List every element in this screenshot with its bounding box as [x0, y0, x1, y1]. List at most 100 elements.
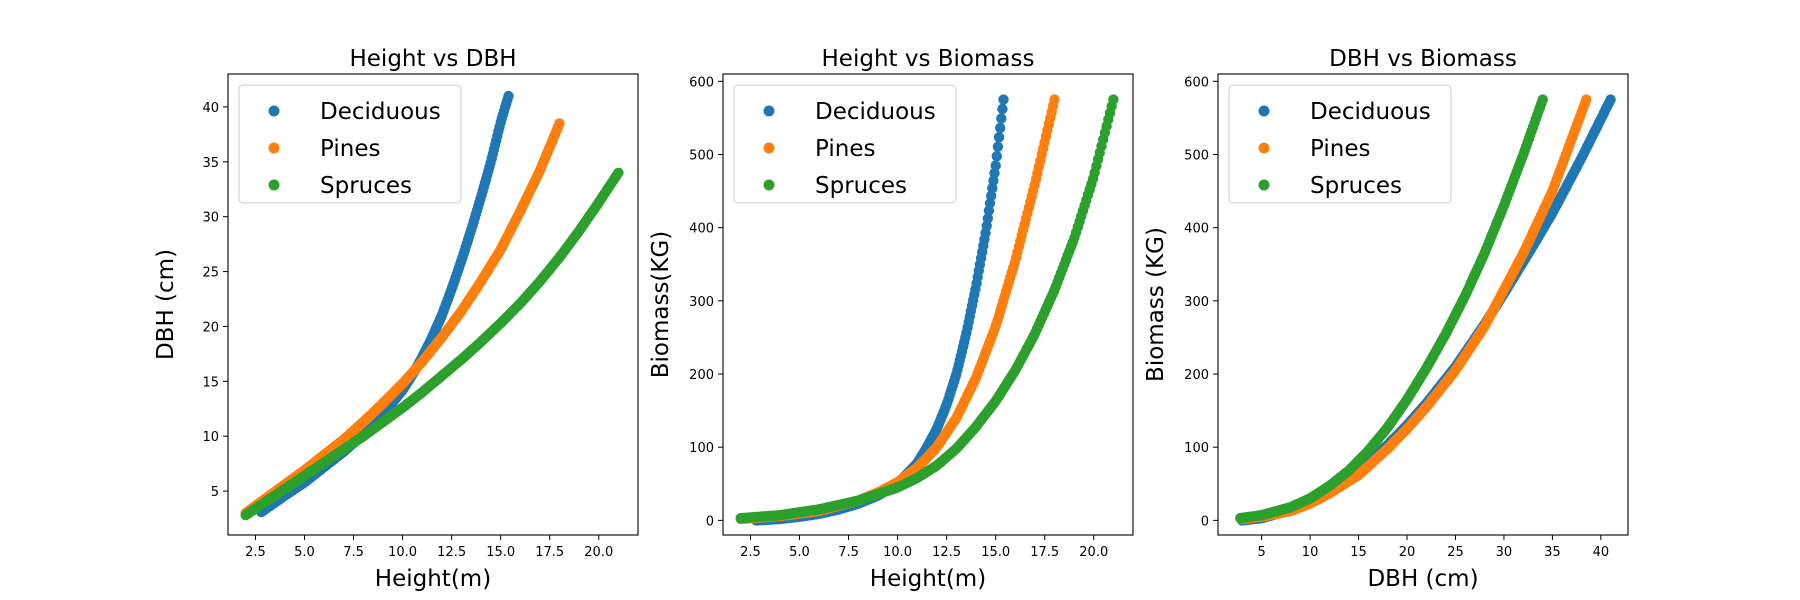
x-ticks: 2.5 5.0 7.5 10.0 12.5 15.0 17.5 20.0 [740, 535, 1108, 560]
y-tick-label: 10 [202, 430, 219, 445]
y-tick-label: 500 [1184, 148, 1209, 163]
point-spruces [1537, 94, 1548, 105]
point-deciduous [997, 103, 1008, 115]
point-deciduous [998, 94, 1009, 105]
legend-label: Deciduous [815, 99, 936, 125]
point-pines [1581, 94, 1592, 105]
y-tick-label: 100 [689, 441, 714, 456]
x-tick-label: 12.5 [932, 545, 961, 560]
chart-title: Height vs DBH [349, 46, 516, 72]
point-deciduous [1605, 94, 1616, 105]
y-axis-label: Biomass (KG) [1143, 227, 1169, 382]
legend: Deciduous Pines Spruces [238, 84, 462, 204]
legend: Deciduous Pines Spruces [733, 84, 957, 204]
point-deciduous [995, 122, 1006, 134]
y-tick-label: 30 [202, 211, 219, 226]
x-tick-label: 10 [1302, 545, 1319, 560]
series-spruces [735, 94, 1119, 524]
legend-label: Deciduous [320, 99, 441, 125]
point-deciduous [993, 132, 1005, 143]
x-tick-label: 15 [1350, 545, 1367, 560]
y-tick-label: 500 [689, 148, 714, 163]
x-tick-label: 10.0 [883, 545, 912, 560]
axes-frame [1217, 73, 1629, 536]
y-tick-label: 200 [689, 368, 714, 383]
y-axis-label: Biomass(KG) [648, 231, 674, 379]
legend-marker [1258, 105, 1270, 117]
legend-item-spruces: Spruces [1258, 173, 1402, 199]
y-tick-label: 20 [202, 320, 219, 335]
x-tick-label: 5.0 [294, 545, 315, 560]
legend-box [1228, 84, 1452, 204]
y-tick-label: 600 [1184, 75, 1209, 90]
y-ticks: 0 100 200 300 400 500 600 [689, 75, 723, 529]
y-tick-label: 15 [202, 375, 219, 390]
y-ticks: 5 10 15 20 25 30 35 40 [202, 101, 228, 500]
x-tick-label: 7.5 [838, 545, 859, 560]
y-tick-label: 200 [1184, 368, 1209, 383]
y-tick-label: 600 [689, 75, 714, 90]
legend-marker [1258, 179, 1270, 191]
legend-marker [1258, 142, 1270, 154]
point-pines [554, 118, 565, 129]
y-ticks: 0 100 200 300 400 500 600 [1184, 75, 1218, 529]
axes-spines [227, 73, 639, 536]
legend-marker [763, 105, 775, 117]
x-tick-label: 30 [1496, 545, 1513, 560]
axes-spines [722, 73, 1134, 536]
scatter-points [1235, 94, 1616, 526]
point-deciduous [990, 160, 1001, 171]
x-tick-label: 12.5 [437, 545, 466, 560]
point-deciduous [988, 175, 999, 186]
x-tick-label: 20 [1399, 545, 1416, 560]
legend-item-deciduous: Deciduous [1258, 99, 1431, 125]
x-axis-label: Height(m) [375, 566, 491, 592]
legend-label: Pines [320, 136, 380, 162]
legend-box [238, 84, 462, 204]
x-tick-label: 10.0 [388, 545, 417, 560]
x-tick-label: 15.0 [486, 545, 515, 560]
x-tick-label: 17.5 [1030, 545, 1059, 560]
scatter-points [240, 90, 624, 521]
y-axis-label: DBH (cm) [153, 249, 179, 360]
legend-label: Deciduous [1310, 99, 1431, 125]
point-deciduous [992, 141, 1004, 152]
y-tick-label: 25 [202, 266, 219, 281]
x-ticks: 5 10 15 20 25 30 35 40 [1257, 535, 1609, 560]
y-tick-label: 0 [706, 514, 714, 529]
y-tick-label: 400 [1184, 222, 1209, 237]
point-pines [1049, 94, 1060, 105]
y-tick-label: 100 [1184, 441, 1209, 456]
y-tick-label: 5 [211, 485, 219, 500]
y-tick-label: 35 [202, 156, 219, 171]
legend-label: Spruces [1310, 173, 1402, 199]
legend-item-deciduous: Deciduous [763, 99, 936, 125]
series-spruces [240, 167, 624, 521]
x-tick-label: 7.5 [343, 545, 364, 560]
x-tick-label: 2.5 [245, 545, 266, 560]
axes-frame [722, 73, 1134, 536]
x-axis-label: Height(m) [870, 566, 986, 592]
x-tick-label: 15.0 [981, 545, 1010, 560]
x-tick-label: 5.0 [789, 545, 810, 560]
legend-box [733, 84, 957, 204]
legend-marker [268, 142, 280, 154]
x-tick-label: 40 [1593, 545, 1610, 560]
x-tick-label: 35 [1544, 545, 1561, 560]
axes-frame [227, 73, 639, 536]
legend-marker [268, 179, 280, 191]
legend-item-spruces: Spruces [763, 173, 907, 199]
axes-spines [1217, 73, 1629, 536]
legend-marker [268, 105, 280, 117]
series-spruces [1235, 94, 1548, 524]
y-tick-label: 400 [689, 222, 714, 237]
scatter-points [735, 94, 1119, 526]
point-deciduous [996, 113, 1007, 124]
legend-item-spruces: Spruces [268, 173, 412, 199]
x-tick-label: 17.5 [535, 545, 564, 560]
legend-marker [763, 179, 775, 191]
chart-title: DBH vs Biomass [1329, 46, 1517, 72]
legend-label: Pines [815, 136, 875, 162]
